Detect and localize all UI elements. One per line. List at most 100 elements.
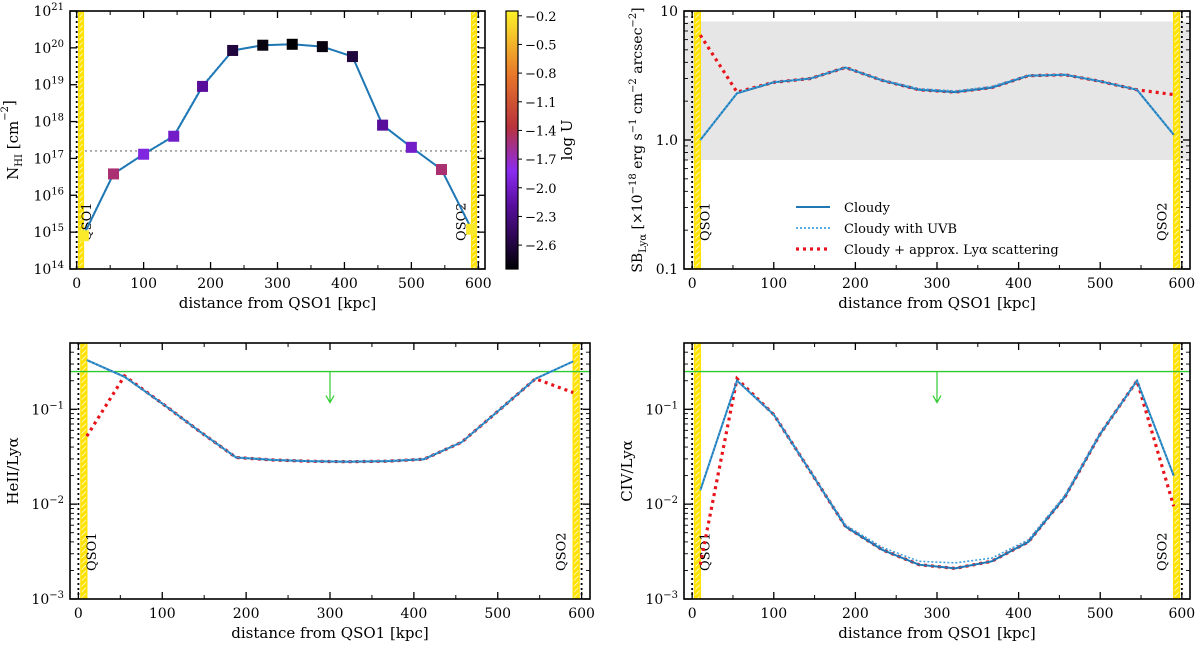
data-marker: [286, 38, 298, 50]
data-marker: [227, 44, 239, 56]
qso-band: [694, 11, 701, 269]
qso-band: [1173, 343, 1180, 599]
qso-band: [80, 343, 87, 599]
colorbar-tick-label: −0.5: [525, 38, 557, 53]
x-tick-label: 100: [149, 606, 176, 622]
series-scattering-line: [698, 375, 1176, 571]
x-tick-label: 200: [842, 606, 869, 622]
x-tick-label: 200: [233, 606, 260, 622]
y-axis-label: CIV/Lyα: [618, 440, 636, 502]
qso-band: [573, 343, 580, 599]
y-tick-label: 1015: [33, 223, 64, 241]
x-tick-label: 400: [1005, 276, 1032, 292]
x-tick-label: 400: [331, 276, 358, 292]
legend: Cloudy Cloudy with UVB Cloudy + approx. Ly…: [796, 201, 1059, 258]
x-tick-label: 100: [130, 276, 157, 292]
colorbar-tick-label: −0.8: [525, 67, 557, 82]
panel-sb: QSO1 QSO2 0 100 200 300 400 500 600 distance from…: [628, 4, 1195, 312]
y-tick-label: 0.1: [656, 262, 678, 278]
qso-band: [78, 11, 84, 269]
y-tick-label: 1016: [33, 186, 64, 204]
data-marker: [466, 223, 478, 235]
colorbar-tick-label: −0.2: [525, 10, 557, 25]
x-tick-label: 0: [74, 606, 83, 622]
data-marker: [316, 41, 328, 53]
series-uvb-line: [82, 43, 473, 236]
series-cloudy-line: [699, 378, 1175, 570]
colorbar-label: log U: [558, 120, 576, 161]
x-tick-label: 300: [264, 276, 291, 292]
colorbar-tick-label: −2.0: [525, 182, 557, 197]
x-tick-label: 600: [1168, 276, 1195, 292]
x-tick-label: 0: [688, 276, 697, 292]
colorbar: [505, 10, 519, 270]
x-tick-label: 600: [465, 276, 492, 292]
y-tick-label: 10−3: [31, 590, 64, 608]
x-tick-label: 600: [568, 606, 595, 622]
data-marker: [257, 39, 269, 51]
qso-band: [694, 343, 701, 599]
x-tick-label: 500: [1087, 276, 1114, 292]
x-axis-label: distance from QSO1 [kpc]: [838, 624, 1036, 642]
data-marker: [346, 51, 358, 63]
x-tick-label: 500: [484, 606, 511, 622]
x-tick-label: 100: [760, 606, 787, 622]
x-tick-label: 300: [924, 606, 951, 622]
axes-frame: [69, 10, 486, 270]
qso-band: [1173, 11, 1180, 269]
y-tick-label: 10−3: [645, 590, 678, 608]
series-uvb-line: [86, 359, 574, 463]
data-marker: [168, 130, 180, 142]
y-tick-label: 1019: [33, 76, 64, 94]
x-tick-label: 500: [1087, 606, 1114, 622]
x-tick-label: 0: [72, 276, 81, 292]
colorbar-tick-label: −1.4: [525, 124, 557, 139]
x-tick-label: 100: [760, 276, 787, 292]
data-marker: [108, 168, 120, 180]
legend-entry-scattering: Cloudy + approx. Lyα scattering: [844, 243, 1059, 258]
colorbar-tick-label: −2.6: [525, 239, 557, 254]
qso2-label: QSO2: [455, 203, 470, 242]
x-tick-label: 400: [1005, 606, 1032, 622]
upper-limit-arrowhead: [932, 395, 942, 404]
y-tick-label: 10−2: [31, 495, 64, 513]
x-tick-label: 0: [688, 606, 697, 622]
y-tick-label: 1.0: [656, 133, 678, 149]
y-tick-label: 1021: [33, 2, 64, 20]
y-tick-label: 1014: [33, 260, 64, 278]
y-tick-label: 10−2: [645, 495, 678, 513]
data-marker: [197, 80, 209, 92]
x-tick-label: 300: [924, 276, 951, 292]
series-cloudy-line: [82, 43, 473, 237]
panel-heii: QSO1 QSO2 0 100 200 300 400 500 600 distance from…: [4, 342, 595, 642]
colorbar-tick-label: −1.7: [525, 153, 557, 168]
qso2-label: QSO2: [1155, 533, 1170, 572]
colorbar-tick-label: −2.3: [525, 210, 557, 225]
y-tick-label: 10: [660, 4, 678, 20]
qso2-label: QSO2: [555, 533, 570, 572]
y-tick-label: 10−1: [645, 400, 678, 418]
y-tick-label: 10−1: [31, 400, 64, 418]
data-marker: [77, 230, 89, 242]
qso-band: [471, 11, 477, 269]
y-tick-label: 1020: [33, 39, 64, 57]
data-marker: [377, 119, 389, 131]
y-axis-label: SBLyα [×10−18 erg s−1 cm−2 arcsec−2]: [628, 7, 649, 272]
y-tick-label: 1018: [33, 113, 64, 131]
qso1-label: QSO1: [698, 533, 713, 572]
y-axis-label: NHI [cm−2]: [0, 100, 25, 180]
data-marker: [435, 164, 447, 176]
data-marker: [405, 141, 417, 153]
x-tick-label: 300: [317, 606, 344, 622]
x-tick-label: 400: [401, 606, 428, 622]
x-axis-label: distance from QSO1 [kpc]: [838, 294, 1036, 312]
x-tick-label: 200: [842, 276, 869, 292]
x-tick-label: 500: [398, 276, 425, 292]
x-axis-label: distance from QSO1 [kpc]: [231, 624, 429, 642]
x-axis-label: distance from QSO1 [kpc]: [179, 294, 377, 312]
x-tick-label: 600: [1168, 606, 1195, 622]
qso2-label: QSO2: [1155, 203, 1170, 242]
panel-civ: QSO1 QSO2 0 100 200 300 400 500 600 distance from…: [618, 342, 1195, 642]
